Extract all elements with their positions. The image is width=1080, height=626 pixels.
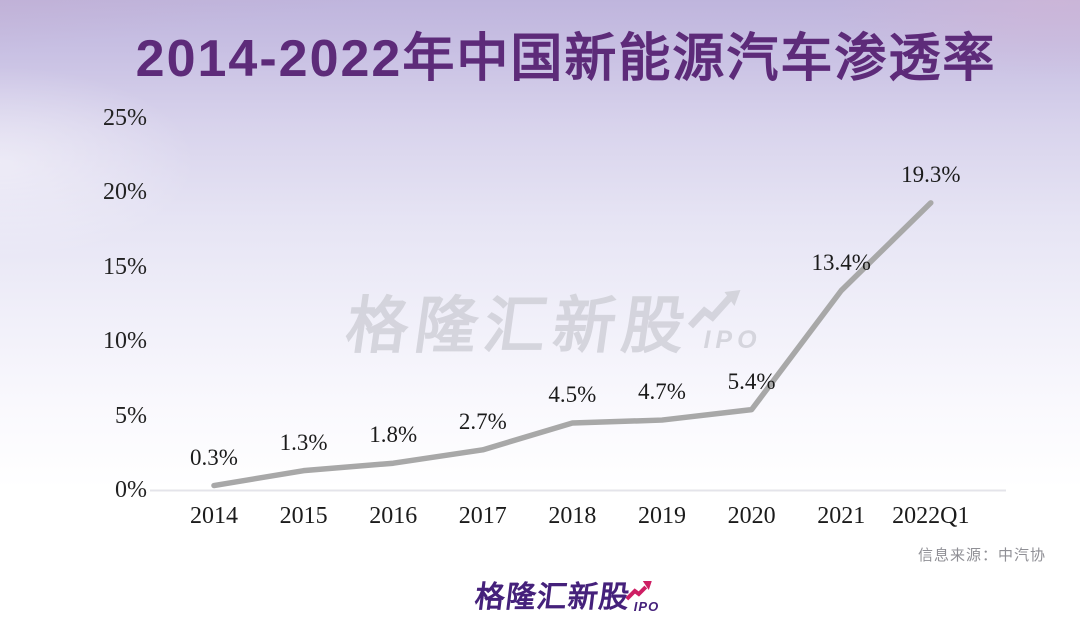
chart-title: 2014-2022年中国新能源汽车渗透率: [135, 30, 997, 88]
footer-logo: 格隆汇新股 IPO: [472, 581, 660, 614]
footer-trend-arrow-icon: [625, 581, 652, 601]
trend-line: [211, 200, 934, 489]
footer-tail: IPO: [625, 581, 660, 614]
source-note: 信息来源：中汽协: [917, 547, 1046, 564]
footer-ipo-text: IPO: [633, 599, 660, 614]
footer-brand-text: 格隆汇新股: [472, 581, 632, 614]
